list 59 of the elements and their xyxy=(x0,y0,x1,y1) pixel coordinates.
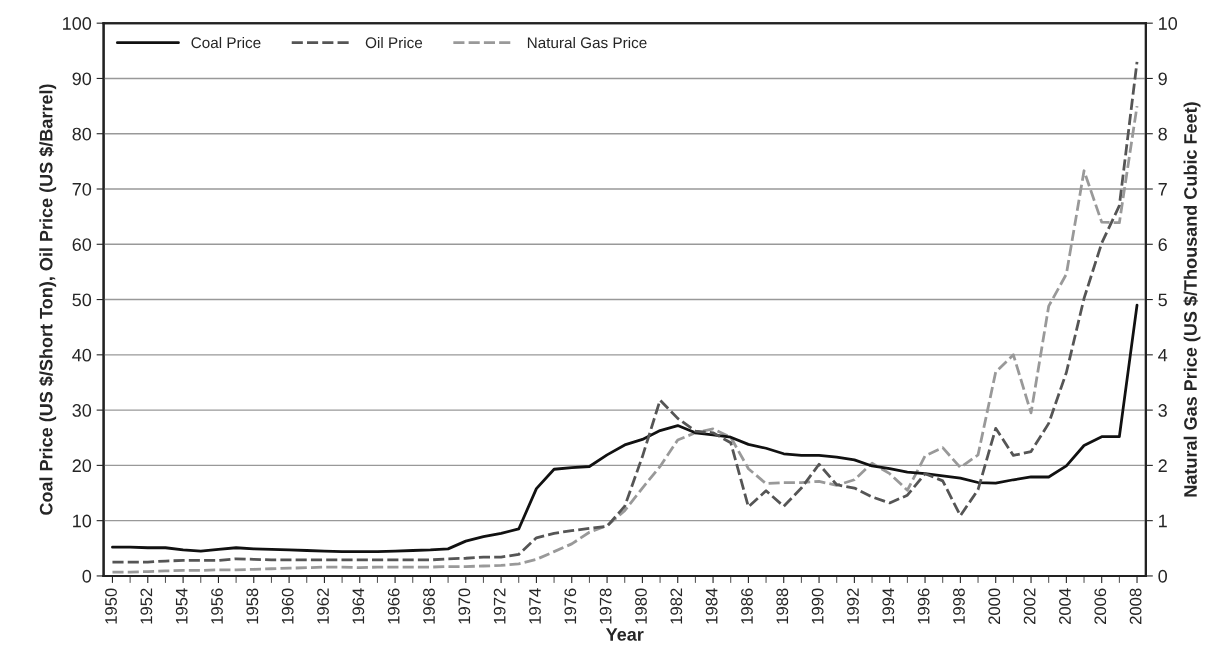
x-tick-label: 2004 xyxy=(1059,588,1071,624)
y2-axis-title: Natural Gas Price (US $/Thousand Cubic Feet) xyxy=(1183,102,1201,497)
y2-tick-label: 7 xyxy=(1158,183,1167,196)
x-tick-label: 2002 xyxy=(1023,588,1036,624)
y-tick-label: 90 xyxy=(72,72,92,86)
x-tick-label: 1954 xyxy=(175,588,188,624)
legend-label: Coal Price xyxy=(191,36,261,49)
x-tick-label: 1980 xyxy=(635,588,647,624)
y-tick-label: 60 xyxy=(72,238,92,251)
x-tick-label: 1968 xyxy=(423,588,435,624)
x-tick-label: 1964 xyxy=(352,588,365,624)
y2-tick-label: 2 xyxy=(1158,459,1167,472)
x-axis-title: Year xyxy=(605,628,644,641)
y2-tick-label: 0 xyxy=(1158,569,1167,583)
y-tick-label: 20 xyxy=(72,459,92,473)
x-tick-label: 1982 xyxy=(670,588,683,624)
y2-tick-label: 1 xyxy=(1159,514,1167,528)
x-tick-label: 1998 xyxy=(953,588,965,624)
x-tick-label: 2006 xyxy=(1094,588,1107,624)
y-tick-label: 0 xyxy=(82,569,92,583)
x-tick-label: 1952 xyxy=(140,588,153,624)
y-tick-label: 70 xyxy=(72,182,92,196)
y-tick-label: 30 xyxy=(72,404,92,417)
legend-label: Natural Gas Price xyxy=(527,36,647,49)
x-tick-label: 1960 xyxy=(281,588,294,624)
legend-label: Oil Price xyxy=(365,36,423,49)
x-tick-label: 1956 xyxy=(211,588,223,624)
x-tick-label: 1970 xyxy=(458,588,471,624)
y-tick-label: 40 xyxy=(72,348,92,362)
x-tick-label: 1996 xyxy=(917,588,930,624)
x-tick-label: 1992 xyxy=(847,588,859,624)
x-tick-label: 1958 xyxy=(246,588,259,624)
x-tick-label: 1966 xyxy=(387,588,400,624)
x-tick-label: 2000 xyxy=(988,588,1001,624)
y2-tick-label: 6 xyxy=(1158,238,1167,251)
y2-tick-label: 5 xyxy=(1158,293,1167,307)
x-tick-label: 1974 xyxy=(529,588,541,624)
x-tick-label: 2008 xyxy=(1129,588,1142,624)
x-tick-label: 1994 xyxy=(882,588,895,624)
x-tick-label: 1978 xyxy=(599,588,612,624)
x-tick-label: 1988 xyxy=(776,588,789,624)
y2-tick-label: 9 xyxy=(1158,72,1167,86)
y-tick-label: 80 xyxy=(72,127,92,141)
x-tick-label: 1984 xyxy=(705,588,718,624)
line-series xyxy=(111,303,1139,554)
x-tick-label: 1950 xyxy=(105,588,117,624)
x-tick-label: 1986 xyxy=(741,588,753,624)
y-tick-label: 10 xyxy=(73,514,92,528)
x-tick-label: 1972 xyxy=(493,588,506,624)
y2-tick-label: 10 xyxy=(1159,17,1178,30)
x-tick-label: 1962 xyxy=(317,588,329,624)
y2-tick-label: 4 xyxy=(1158,348,1168,362)
y-axis-title: Coal Price (US $/Short Ton), Oil Price (US $/Barrel) xyxy=(38,84,57,515)
y-tick-label: 100 xyxy=(63,17,92,30)
x-tick-label: 1990 xyxy=(811,588,824,624)
y2-tick-label: 3 xyxy=(1158,404,1167,417)
x-tick-label: 1976 xyxy=(564,588,577,624)
y2-tick-label: 8 xyxy=(1158,127,1167,141)
y-tick-label: 50 xyxy=(72,293,92,307)
